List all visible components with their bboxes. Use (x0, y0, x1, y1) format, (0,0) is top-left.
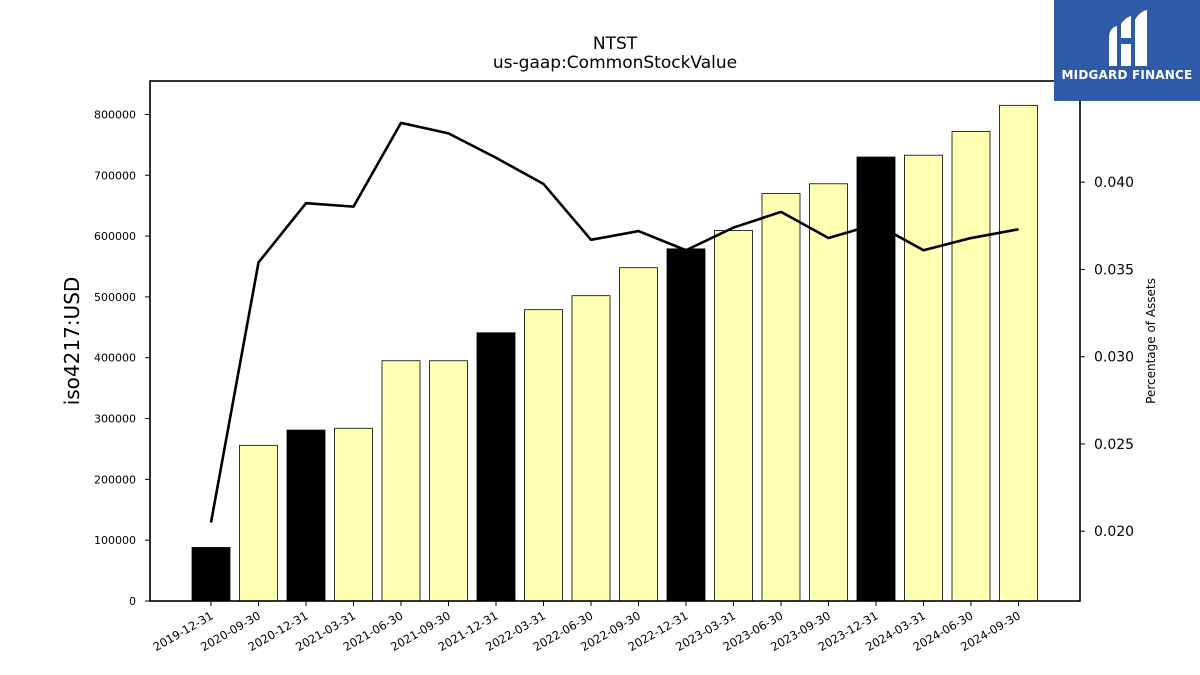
y-tick-label: 500000 (94, 291, 136, 304)
bar (571, 295, 611, 602)
bar (191, 547, 231, 602)
bar (476, 332, 516, 602)
bar (714, 230, 753, 602)
y2-tick-label: 0.040 (1094, 175, 1134, 191)
y-tick-label: 800000 (94, 108, 136, 121)
bar (286, 429, 326, 602)
y2-tick-label: 0.030 (1094, 350, 1134, 366)
midgard-logo-icon (1109, 10, 1147, 66)
y-tick-label: 600000 (94, 230, 136, 243)
bar (666, 248, 706, 602)
bar (381, 360, 421, 602)
y-tick-label: 700000 (94, 169, 136, 182)
y-axis-label: iso4217:USD (60, 277, 84, 406)
bar (619, 267, 658, 602)
y-tick-label: 400000 (94, 352, 136, 365)
series-line (209, 121, 1019, 523)
y2-axis-label: Percentage of Assets (1144, 278, 1158, 404)
plot-frame (149, 80, 1081, 602)
y-tick-label: 0 (129, 595, 136, 608)
y2-tick-label: 0.025 (1094, 437, 1134, 453)
bar (524, 309, 563, 602)
bar (334, 427, 373, 602)
chart-subtitle: us-gaap:CommonStockValue (493, 53, 737, 73)
brand-name: MIDGARD FINANCE (1061, 68, 1193, 82)
bar (951, 131, 991, 602)
bar (761, 193, 801, 602)
y2-tick-label: 0.020 (1094, 524, 1134, 540)
bar (809, 183, 848, 602)
y-tick-label: 200000 (94, 473, 136, 486)
bar (904, 154, 943, 602)
y-tick-label: 300000 (94, 413, 136, 426)
bar (429, 360, 468, 602)
brand-logo: MIDGARD FINANCE (1054, 0, 1200, 101)
y-tick-label: 100000 (94, 534, 136, 547)
chart-title: NTST (593, 34, 638, 54)
y2-tick-label: 0.035 (1094, 262, 1134, 278)
bar (239, 444, 278, 602)
bar (999, 104, 1038, 602)
